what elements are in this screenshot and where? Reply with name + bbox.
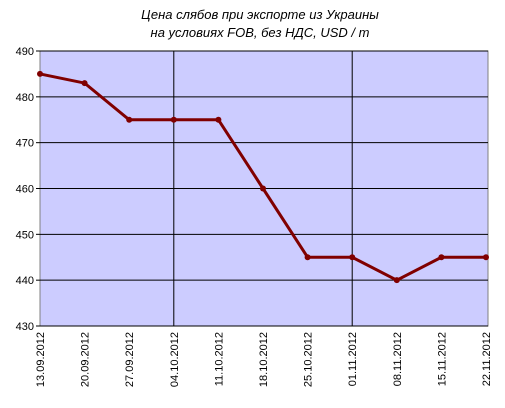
x-tick-label: 20.09.2012 bbox=[80, 332, 92, 387]
marker bbox=[349, 254, 356, 261]
marker bbox=[170, 116, 177, 123]
marker bbox=[126, 116, 133, 123]
y-tick-label: 470 bbox=[16, 138, 34, 150]
x-tick-label: 11.10.2012 bbox=[213, 332, 225, 386]
y-tick-label: 430 bbox=[16, 321, 34, 333]
x-tick-label: 01.11.2012 bbox=[347, 332, 359, 386]
marker bbox=[260, 185, 266, 192]
y-tick-label: 490 bbox=[16, 46, 34, 58]
x-tick-label: 27.09.2012 bbox=[124, 332, 136, 387]
y-tick-label: 440 bbox=[16, 275, 34, 287]
y-tick-label: 450 bbox=[16, 229, 34, 241]
x-tick-label: 15.11.2012 bbox=[436, 332, 448, 386]
marker bbox=[37, 70, 43, 77]
x-tick-label: 08.11.2012 bbox=[392, 332, 404, 386]
marker bbox=[438, 254, 445, 261]
chart-subtitle: на условиях FOB, без НДС, USD / т bbox=[151, 25, 370, 40]
marker bbox=[483, 254, 489, 261]
marker bbox=[304, 254, 311, 261]
marker bbox=[393, 277, 400, 284]
x-tick-label: 22.11.2012 bbox=[481, 332, 493, 386]
x-tick-label: 04.10.2012 bbox=[169, 332, 181, 387]
x-tick-label: 18.10.2012 bbox=[258, 332, 270, 387]
chart-title: Цена слябов при экспорте из Украины bbox=[141, 7, 379, 22]
y-tick-label: 460 bbox=[16, 184, 34, 196]
marker bbox=[81, 80, 88, 87]
marker bbox=[215, 116, 222, 123]
x-tick-label: 25.10.2012 bbox=[303, 332, 315, 387]
x-tick-label: 13.09.2012 bbox=[35, 332, 47, 387]
y-tick-label: 480 bbox=[16, 92, 34, 104]
